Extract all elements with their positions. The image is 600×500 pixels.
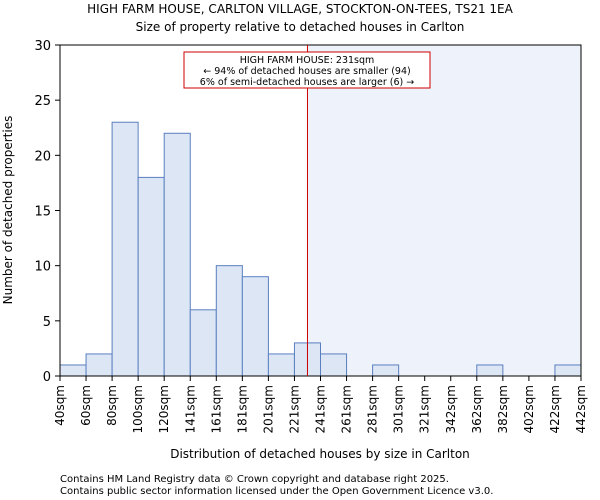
y-tick-label: 10 <box>34 260 51 275</box>
x-tick-label: 161sqm <box>209 385 223 433</box>
x-tick-label: 301sqm <box>392 385 406 433</box>
x-tick-label: 342sqm <box>444 385 458 433</box>
y-tick-label: 20 <box>34 149 51 164</box>
x-tick-label: 442sqm <box>574 385 588 433</box>
y-tick-label: 0 <box>43 370 51 385</box>
histogram-bar <box>59 364 87 377</box>
chart-subtitle: Size of property relative to detached ho… <box>136 20 465 34</box>
annotation-box <box>183 51 431 89</box>
histogram-bar <box>554 364 582 377</box>
x-axis-label: Distribution of detached houses by size … <box>170 447 470 461</box>
histogram-bar <box>372 364 400 377</box>
footer-line-2: Contains public sector information licen… <box>60 486 493 497</box>
plot-area: 0 5 10 15 20 25 30 40sqm 60sqm 80sqm 100sqm 120sqm 1… <box>34 39 588 433</box>
histogram-bar <box>189 309 217 377</box>
histogram-bar <box>111 121 139 377</box>
x-tick-label: 221sqm <box>287 385 301 433</box>
histogram-bar <box>163 132 191 377</box>
x-tick-label: 60sqm <box>79 385 93 426</box>
x-tick-label: 402sqm <box>522 385 536 433</box>
y-tick-label: 30 <box>34 39 51 54</box>
footer-line-1: Contains HM Land Registry data © Crown c… <box>60 474 449 485</box>
x-tick-label: 40sqm <box>53 385 67 426</box>
highlight-region <box>307 45 581 376</box>
y-tick-label: 25 <box>34 94 51 109</box>
chart-title: HIGH FARM HOUSE, CARLTON VILLAGE, STOCKT… <box>87 2 513 16</box>
y-tick-label: 5 <box>43 315 51 330</box>
y-tick-label: 15 <box>34 205 51 220</box>
x-tick-label: 382sqm <box>496 385 510 433</box>
annotation-line: ← 94% of detached houses are smaller (94… <box>203 66 410 77</box>
x-tick-label: 362sqm <box>470 385 484 433</box>
histogram-bar <box>320 353 348 377</box>
histogram-bar <box>267 353 295 377</box>
histogram-bar <box>241 276 269 377</box>
x-tick-label: 80sqm <box>105 385 119 426</box>
x-tick-label: 181sqm <box>235 385 249 433</box>
x-tick-label: 422sqm <box>548 385 562 433</box>
x-tick-label: 120sqm <box>157 385 171 433</box>
x-tick-label: 100sqm <box>131 385 145 433</box>
histogram-bar <box>85 353 113 377</box>
x-tick-label: 281sqm <box>366 385 380 433</box>
histogram-bar <box>215 265 243 377</box>
annotation-line: 6% of semi-detached houses are larger (6… <box>200 77 414 88</box>
x-tick-label: 241sqm <box>314 385 328 433</box>
x-tick-label: 141sqm <box>183 385 197 433</box>
histogram-bar <box>476 364 504 377</box>
x-tick-label: 321sqm <box>418 385 432 433</box>
x-tick-label: 201sqm <box>261 385 275 433</box>
x-tick-label: 261sqm <box>340 385 354 433</box>
y-axis-label: Number of detached properties <box>1 116 15 305</box>
annotation-line: HIGH FARM HOUSE: 231sqm <box>240 55 375 66</box>
histogram-bar <box>137 176 165 377</box>
